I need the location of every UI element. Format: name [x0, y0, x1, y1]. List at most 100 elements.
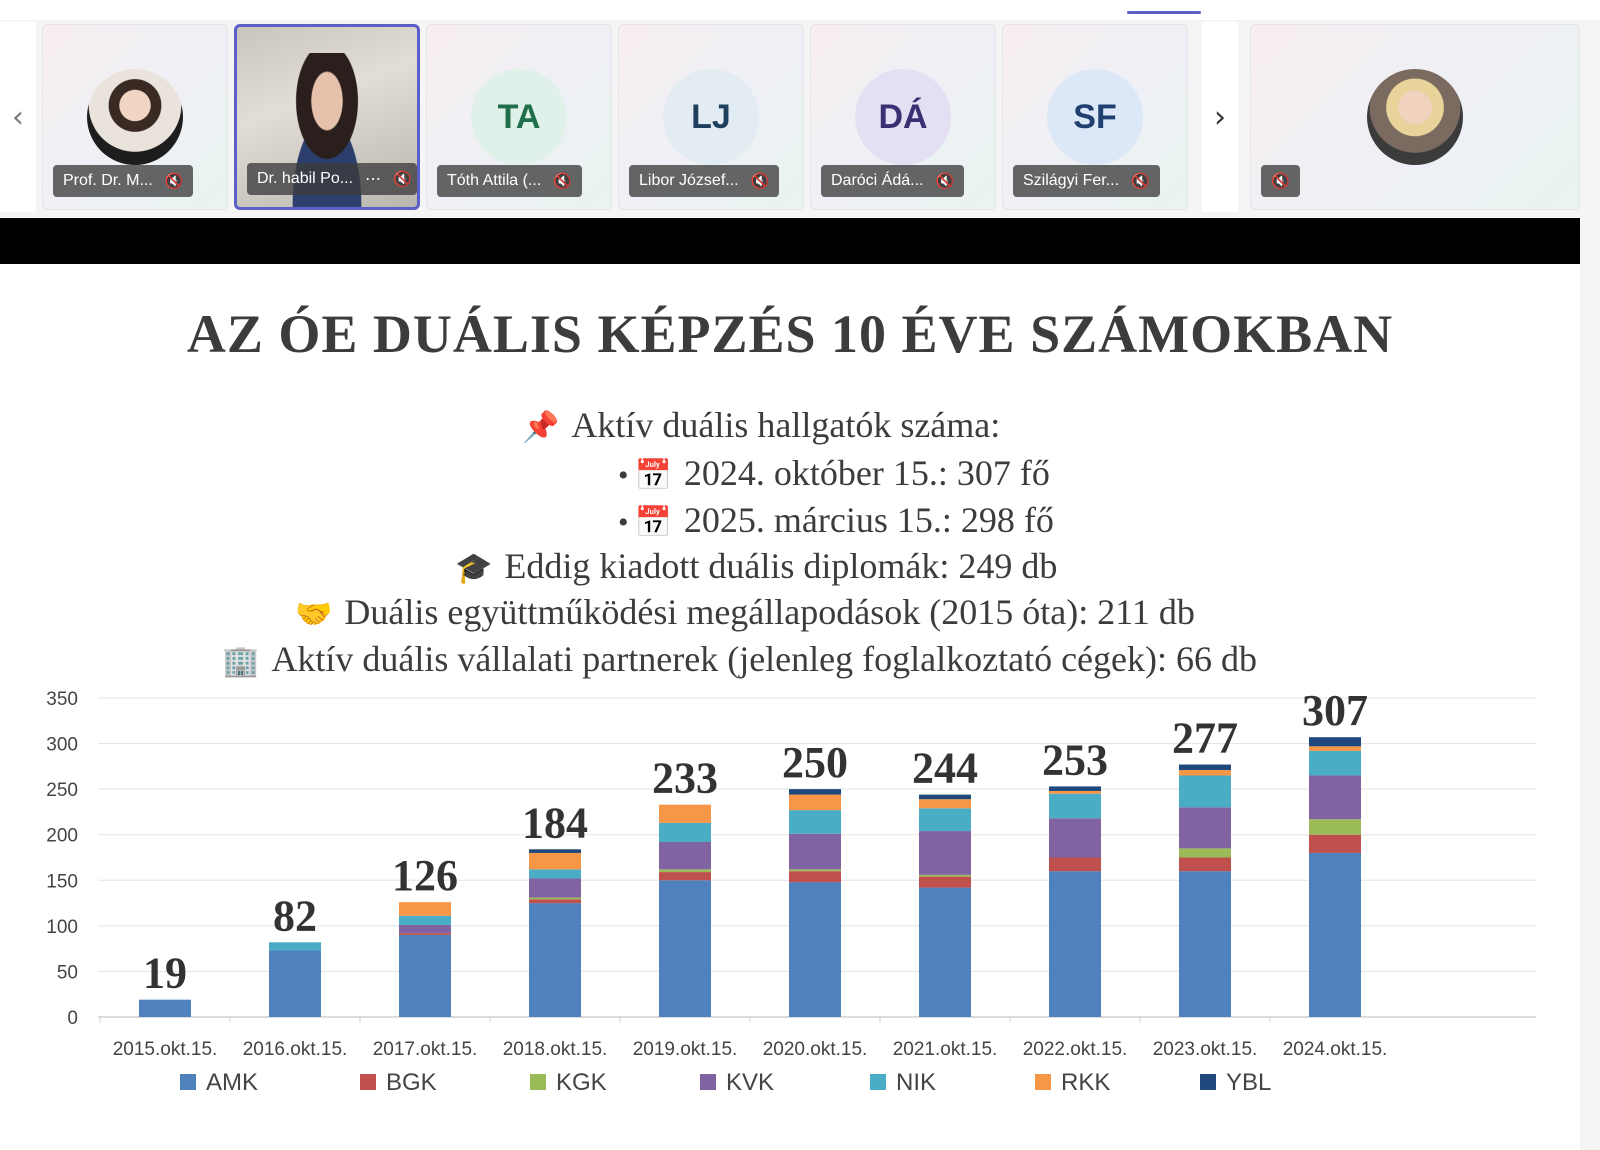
x-tick-label: 2018.okt.15.: [503, 1039, 608, 1060]
bar-total-label: 233: [652, 754, 718, 803]
participant-tile[interactable]: 🔇: [1250, 24, 1580, 210]
bullet-item: • 📅 2025. március 15.: 298 fő: [618, 500, 1054, 540]
more-options-icon[interactable]: ⋯: [365, 171, 382, 188]
participant-name-chip: Tóth Attila (... 🔇: [437, 165, 582, 197]
avatar-photo: [1367, 69, 1463, 165]
participant-tile[interactable]: TA Tóth Attila (... 🔇: [426, 24, 612, 210]
legend-swatch: [700, 1074, 716, 1090]
bar-segment-amk: [659, 880, 711, 1017]
bar-segment-kvk: [659, 842, 711, 870]
bar-segment-rkk: [1179, 770, 1231, 776]
legend-swatch: [1035, 1074, 1051, 1090]
x-tick-label: 2015.okt.15.: [113, 1039, 218, 1060]
bar-segment-amk: [919, 887, 971, 1017]
bar-total-label: 253: [1042, 735, 1108, 784]
x-tick-label: 2022.okt.15.: [1023, 1039, 1128, 1060]
bar-segment-kgk: [1309, 819, 1361, 835]
x-tick-label: 2016.okt.15.: [243, 1039, 348, 1060]
y-tick-label: 100: [46, 917, 78, 938]
bar-segment-bgk: [659, 872, 711, 881]
bar-segment-rkk: [1309, 746, 1361, 751]
x-tick-label: 2024.okt.15.: [1283, 1039, 1388, 1060]
legend-swatch: [870, 1074, 886, 1090]
bar-segment-ybl: [1179, 764, 1231, 771]
pushpin-icon: 📌: [522, 410, 560, 445]
bar-segment-bgk: [789, 871, 841, 883]
x-tick-label: 2021.okt.15.: [893, 1039, 998, 1060]
chevron-right-icon[interactable]: ›: [1202, 22, 1238, 212]
chevron-left-icon[interactable]: ‹: [0, 22, 36, 212]
bar-segment-bgk: [1179, 857, 1231, 872]
bar-total-label: 184: [522, 798, 588, 847]
calendar-icon: 📅: [634, 458, 672, 493]
bar-segment-kvk: [529, 878, 581, 898]
legend-label: NIK: [896, 1069, 936, 1096]
tab-indicator: [1127, 11, 1201, 14]
participant-tile[interactable]: Prof. Dr. M... 🔇: [42, 24, 228, 210]
participant-tile[interactable]: Dr. habil Po... ⋯ 🔇: [234, 24, 420, 210]
avatar-photo: [87, 69, 183, 165]
participant-tile[interactable]: DÁ Daróci Ádá... 🔇: [810, 24, 996, 210]
mic-off-icon: 🔇: [750, 172, 770, 190]
avatar: TA: [471, 69, 567, 165]
bar-segment-amk: [399, 934, 451, 1017]
bar-segment-bgk: [1049, 857, 1101, 872]
bar-segment-rkk: [1049, 790, 1101, 794]
bullet-2-text: 2025. március 15.: 298 fő: [683, 500, 1054, 540]
legend-label: AMK: [206, 1069, 258, 1096]
participant-name-chip: Prof. Dr. M... 🔇: [53, 165, 194, 197]
participant-name: Daróci Ádá...: [831, 172, 924, 189]
bar-total-label: 126: [392, 851, 458, 900]
participant-name-chip: Dr. habil Po... ⋯ 🔇: [247, 163, 417, 195]
active-students-label: Aktív duális hallgatók száma:: [571, 405, 1001, 445]
bar-segment-nik: [399, 915, 451, 925]
bar-segment-ybl: [919, 794, 971, 800]
bar-segment-kvk: [919, 831, 971, 875]
bullet-1-text: 2024. október 15.: 307 fő: [683, 453, 1050, 493]
shared-screen-header: [0, 218, 1580, 264]
agreements-text: Duális együttműködési megállapodások (20…: [344, 592, 1195, 632]
participant-name-chip: Libor József... 🔇: [629, 165, 780, 197]
bar-segment-nik: [659, 822, 711, 843]
legend-label: BGK: [386, 1069, 437, 1096]
bar-segment-kgk: [919, 874, 971, 877]
participant-name: Szilágyi Fer...: [1023, 172, 1120, 189]
bar-segment-bgk: [529, 899, 581, 904]
bar-segment-amk: [139, 999, 191, 1017]
bar-segment-kvk: [1309, 775, 1361, 820]
bar-segment-bgk: [919, 876, 971, 888]
bar-segment-kgk: [659, 869, 711, 873]
participant-name-chip: Daróci Ádá... 🔇: [821, 165, 965, 197]
bar-segment-nik: [789, 810, 841, 834]
bar-segment-nik: [1049, 793, 1101, 819]
mic-off-icon: 🔇: [1271, 172, 1290, 190]
legend-swatch: [530, 1074, 546, 1090]
bar-segment-amk: [1049, 871, 1101, 1017]
bar-segment-amk: [269, 950, 321, 1017]
bar-segment-ybl: [789, 789, 841, 795]
bar-segment-nik: [1179, 775, 1231, 808]
bar-total-label: 250: [782, 738, 848, 787]
legend-label: KVK: [726, 1069, 774, 1096]
mic-off-icon: 🔇: [935, 172, 955, 190]
office-building-icon: 🏢: [222, 644, 260, 679]
participant-tile[interactable]: SF Szilágyi Fer... 🔇: [1002, 24, 1188, 210]
bar-total-label: 244: [912, 744, 978, 793]
bar-segment-ybl: [529, 849, 581, 853]
x-tick-label: 2017.okt.15.: [373, 1039, 478, 1060]
bar-segment-rkk: [399, 902, 451, 916]
partners-text: Aktív duális vállalati partnerek (jelenl…: [271, 639, 1257, 679]
avatar: LJ: [663, 69, 759, 165]
stacked-bar-chart: 0 50 100 150 200 250 300 350 2015.okt.15. 19 2016.…: [46, 690, 1536, 1096]
bar-segment-kgk: [1179, 848, 1231, 858]
slide-title: AZ ÓE DUÁLIS KÉPZÉS 10 ÉVE SZÁMOKBAN: [186, 304, 1394, 364]
participant-tile[interactable]: LJ Libor József... 🔇: [618, 24, 804, 210]
mic-off-icon: 🔇: [164, 172, 184, 190]
calendar-icon: 📅: [634, 505, 672, 540]
legend-swatch: [1200, 1074, 1216, 1090]
y-tick-label: 0: [67, 1008, 78, 1029]
y-tick-label: 200: [46, 826, 78, 847]
bar-segment-kvk: [1179, 807, 1231, 849]
bar-segment-rkk: [919, 799, 971, 809]
agreements-line: 🤝 Duális együttműködési megállapodások (2…: [295, 591, 1195, 633]
